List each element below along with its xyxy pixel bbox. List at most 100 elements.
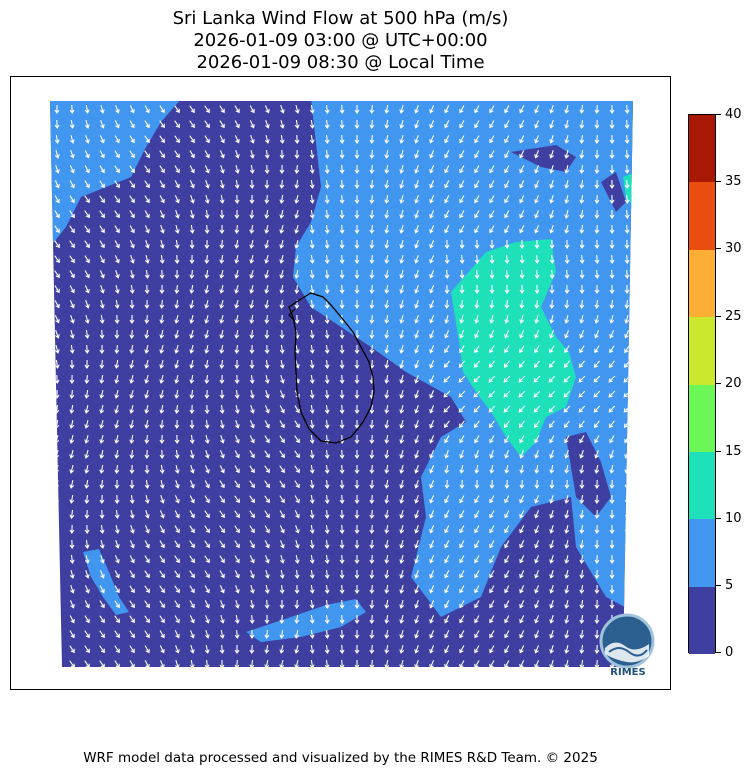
wind-arrow bbox=[549, 254, 555, 264]
wind-arrow bbox=[204, 434, 210, 444]
wind-arrow bbox=[324, 209, 330, 219]
wind-arrow bbox=[399, 659, 405, 667]
wind-arrow bbox=[159, 165, 165, 174]
wind-arrow bbox=[489, 239, 495, 249]
wind-arrow bbox=[219, 105, 225, 114]
wind-arrow bbox=[624, 584, 630, 594]
wind-arrow bbox=[579, 584, 585, 594]
wind-arrow bbox=[429, 360, 435, 369]
colorbar-segment bbox=[689, 384, 715, 452]
wind-arrow bbox=[354, 149, 360, 159]
wind-arrow bbox=[384, 464, 390, 474]
wind-arrow bbox=[624, 134, 630, 144]
wind-arrow bbox=[429, 240, 435, 249]
wind-arrow bbox=[309, 599, 315, 609]
wind-arrow bbox=[624, 119, 630, 129]
wind-arrow bbox=[549, 239, 555, 249]
wind-arrow bbox=[534, 585, 540, 594]
wind-arrow bbox=[294, 554, 300, 564]
wind-arrow bbox=[579, 599, 585, 609]
wind-arrow bbox=[174, 359, 180, 369]
wind-arrow bbox=[84, 285, 90, 294]
wind-arrow bbox=[219, 135, 225, 144]
wind-arrow bbox=[234, 435, 240, 444]
wind-arrow bbox=[459, 555, 465, 564]
wind-arrow bbox=[519, 479, 525, 489]
wind-arrow bbox=[608, 390, 616, 398]
wind-arrow bbox=[474, 525, 480, 534]
wind-arrow bbox=[399, 314, 405, 324]
wind-arrow bbox=[204, 150, 210, 159]
wind-arrow bbox=[609, 119, 615, 129]
wind-arrow bbox=[324, 464, 330, 474]
wind-arrow bbox=[518, 405, 526, 413]
wind-arrow bbox=[399, 509, 405, 519]
wind-arrow bbox=[444, 195, 450, 204]
wind-arrow bbox=[279, 284, 285, 294]
wind-arrow bbox=[564, 644, 570, 654]
wind-arrow bbox=[69, 119, 75, 129]
wind-arrow bbox=[264, 495, 270, 504]
wind-arrow bbox=[504, 299, 510, 309]
wind-arrow bbox=[144, 660, 150, 667]
wind-arrow bbox=[54, 285, 60, 294]
wind-arrow bbox=[474, 120, 480, 129]
wind-arrow bbox=[250, 405, 255, 414]
wind-arrow bbox=[294, 344, 300, 354]
wind-arrow bbox=[564, 314, 570, 324]
wind-arrow bbox=[414, 255, 419, 264]
wind-arrow bbox=[579, 119, 585, 129]
wind-arrow bbox=[249, 254, 255, 264]
wind-arrow bbox=[384, 179, 390, 189]
wind-arrow bbox=[144, 180, 150, 189]
wind-arrows bbox=[54, 104, 631, 667]
wind-arrow bbox=[144, 570, 150, 579]
wind-arrow bbox=[219, 570, 225, 579]
wind-arrow bbox=[279, 359, 285, 369]
wind-arrow bbox=[174, 269, 180, 279]
wind-arrow bbox=[114, 524, 120, 534]
wind-arrow bbox=[414, 420, 419, 429]
wind-arrow bbox=[459, 330, 465, 339]
wind-arrow bbox=[489, 254, 495, 264]
wind-arrow bbox=[144, 254, 150, 264]
wind-arrow bbox=[504, 479, 510, 489]
wind-arrow bbox=[114, 150, 120, 159]
wind-arrow bbox=[489, 435, 495, 444]
wind-arrow bbox=[279, 254, 285, 264]
wind-arrow bbox=[594, 179, 600, 189]
wind-arrow bbox=[429, 180, 435, 189]
wind-arrow bbox=[189, 449, 195, 459]
wind-arrow bbox=[249, 269, 255, 279]
wind-arrow bbox=[294, 584, 300, 594]
wind-arrow bbox=[384, 359, 390, 369]
wind-arrow bbox=[114, 389, 120, 399]
wind-arrow bbox=[429, 405, 435, 414]
wind-arrow bbox=[84, 554, 90, 564]
wind-arrow bbox=[369, 584, 375, 594]
wind-arrow bbox=[279, 450, 285, 459]
wind-arrow bbox=[519, 510, 525, 519]
wind-arrow bbox=[579, 435, 585, 444]
wind-arrow bbox=[129, 299, 135, 309]
wind-arrow bbox=[354, 494, 360, 504]
wind-arrow bbox=[114, 225, 120, 234]
wind-arrow bbox=[429, 510, 435, 519]
wind-arrow bbox=[354, 479, 360, 489]
colorbar-label: 15 bbox=[725, 444, 742, 459]
wind-arrow bbox=[324, 584, 330, 594]
wind-arrow bbox=[249, 344, 255, 354]
wind-arrow bbox=[189, 314, 195, 324]
wind-arrow bbox=[204, 555, 210, 564]
wind-arrow bbox=[339, 554, 345, 564]
wind-arrow bbox=[624, 345, 630, 354]
wind-arrow bbox=[309, 644, 315, 654]
wind-arrow bbox=[279, 480, 285, 489]
wind-arrow bbox=[624, 539, 630, 549]
wind-arrow bbox=[354, 374, 360, 384]
wind-arrow bbox=[534, 555, 540, 564]
wind-arrow bbox=[189, 615, 195, 624]
wind-arrow bbox=[414, 465, 419, 474]
wind-arrow bbox=[369, 479, 375, 489]
wind-arrow bbox=[279, 119, 285, 129]
